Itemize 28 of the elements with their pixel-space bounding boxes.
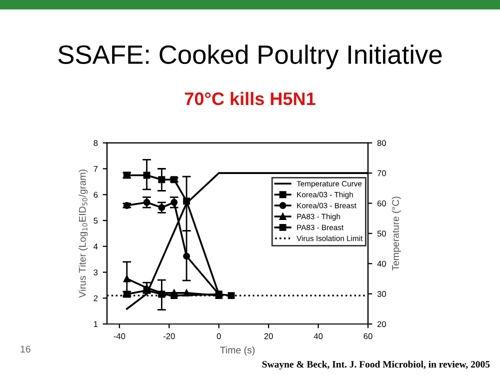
x-tick-label: -20 [163,333,175,340]
x-tick-label: 40 [314,333,323,340]
y-tick-label: 6 [94,192,98,198]
y-tick-label: 8 [94,140,98,146]
y-tick-label: 4 [94,244,98,250]
y-tick-label: 3 [94,269,98,276]
x-tick-label: 60 [364,333,372,340]
y2-tick-label: 40 [377,260,386,267]
y2-tick-label: 60 [377,200,386,206]
y2-axis-title: Temperature (°C) [392,196,401,271]
text: 16 [20,346,30,353]
chart-subtitle: 70°C kills H5N1 [184,92,316,106]
y2-tick-label: 20 [377,321,386,328]
y2-tick-label: 80 [377,140,386,146]
x-tick-label: 20 [264,333,273,340]
y2-tick-label: 30 [377,291,386,297]
y-tick-label: 5 [94,218,98,224]
y2-tick-label: 70 [377,170,386,176]
y-tick-label: 1 [94,321,98,328]
y-tick-label: 7 [94,166,98,172]
x-tick-label: -40 [114,333,126,340]
chart-title: SSAFE: Cooked Poultry Initiative [58,44,442,70]
y2-tick-label: 50 [377,230,386,237]
y-tick-label: 2 [94,295,98,302]
y-axis-title: Virus Titer (Log$_{10}$EID$_{50}$/gram) [78,170,88,298]
text: Swayne & Beck, Int. J. Food Microbiol, in review, 2005 [262,360,490,370]
x-tick-label: 0 [216,333,221,340]
x-axis-title: Time (s) [220,346,255,356]
